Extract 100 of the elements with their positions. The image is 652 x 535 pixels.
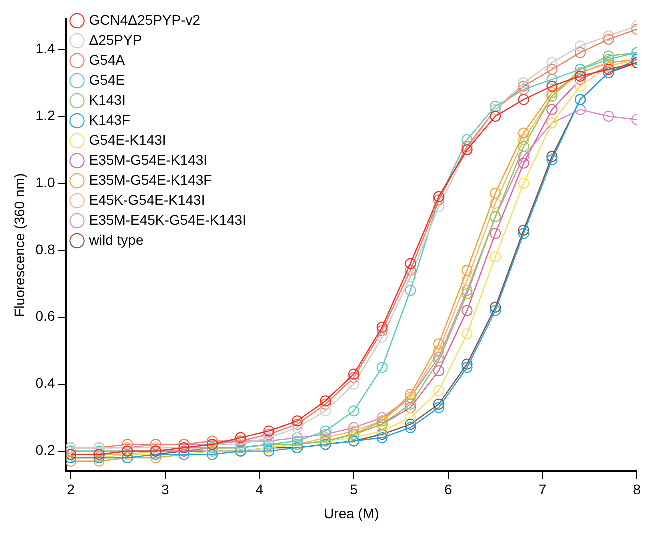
y-tick-label: 0.4	[36, 375, 56, 392]
point	[320, 426, 332, 437]
point	[546, 57, 558, 68]
point	[66, 456, 76, 467]
point	[546, 74, 558, 86]
point	[518, 224, 530, 236]
point	[376, 412, 388, 424]
x-tick-label: 5	[350, 482, 358, 498]
point	[433, 345, 444, 356]
x-axis-title: Urea (M)	[324, 505, 380, 522]
point	[546, 104, 558, 116]
point	[376, 362, 388, 374]
point	[150, 442, 162, 454]
point	[518, 158, 530, 169]
point	[490, 228, 502, 240]
point	[490, 100, 502, 112]
point	[405, 419, 416, 430]
point	[433, 191, 444, 202]
point	[490, 188, 502, 200]
point	[207, 436, 218, 447]
point	[574, 104, 586, 116]
point	[462, 288, 473, 300]
point	[264, 446, 275, 457]
y-tick-label: 0.2	[36, 442, 56, 458]
point	[405, 388, 416, 400]
point	[348, 372, 360, 384]
point	[490, 198, 502, 210]
point	[405, 272, 416, 283]
point	[348, 368, 360, 380]
legend-label: E35M-E45K-G54E-K143I	[89, 212, 246, 228]
point	[405, 402, 416, 414]
point	[405, 285, 416, 296]
point	[603, 110, 614, 122]
point	[490, 305, 502, 316]
y-tick-label: 0.8	[36, 241, 56, 258]
point	[574, 80, 586, 92]
point	[462, 285, 473, 296]
point	[320, 398, 332, 410]
point	[235, 439, 246, 450]
point	[518, 134, 530, 146]
point	[320, 432, 332, 444]
point	[433, 355, 444, 366]
point	[546, 88, 558, 99]
point	[433, 352, 444, 364]
y-tick-label: 1.0	[36, 174, 56, 190]
point	[518, 80, 530, 92]
point	[264, 432, 275, 444]
point	[292, 419, 303, 430]
point	[490, 110, 502, 122]
point	[603, 64, 614, 76]
point	[405, 258, 416, 270]
point	[433, 365, 444, 376]
point	[433, 402, 444, 414]
point	[462, 265, 473, 276]
point	[320, 406, 332, 417]
point	[490, 252, 502, 263]
point	[603, 50, 614, 62]
point	[405, 265, 416, 276]
legend-label: wild type	[88, 232, 144, 248]
point	[264, 429, 275, 440]
legend-label: K143F	[89, 112, 131, 128]
point	[235, 432, 246, 444]
legend-label: E35M-G54E-K143F	[89, 172, 212, 188]
y-tick-label: 1.4	[36, 40, 56, 56]
point	[574, 70, 586, 82]
point	[603, 34, 614, 45]
legend-label: G54E-K143I	[89, 132, 166, 148]
point	[546, 154, 558, 166]
point	[518, 94, 530, 106]
point	[348, 378, 360, 390]
legend-label: G54A	[89, 52, 126, 68]
point	[292, 436, 303, 447]
point	[348, 432, 360, 444]
point	[462, 305, 473, 316]
legend-label: K143I	[89, 92, 126, 108]
point	[518, 141, 530, 152]
x-tick-label: 6	[444, 482, 452, 498]
y-axis-title: Fluorescence (360 nm)	[11, 173, 28, 318]
x-tick-label: 4	[256, 482, 264, 498]
point	[546, 64, 558, 76]
x-tick-label: 2	[67, 482, 76, 498]
point	[376, 325, 388, 336]
x-tick-label: 3	[161, 482, 170, 498]
point	[348, 426, 360, 437]
point	[433, 201, 444, 212]
point	[462, 134, 473, 146]
point	[462, 141, 473, 152]
point	[490, 302, 502, 313]
point	[348, 422, 360, 434]
point	[94, 456, 105, 467]
legend-label: Δ25PYP	[89, 32, 142, 48]
point	[462, 358, 473, 370]
point	[320, 396, 332, 407]
point	[462, 362, 473, 374]
point	[518, 228, 530, 240]
point	[264, 426, 275, 437]
point	[122, 439, 134, 450]
point	[292, 422, 303, 434]
legend-label: G54E	[89, 72, 126, 88]
point	[462, 328, 473, 340]
